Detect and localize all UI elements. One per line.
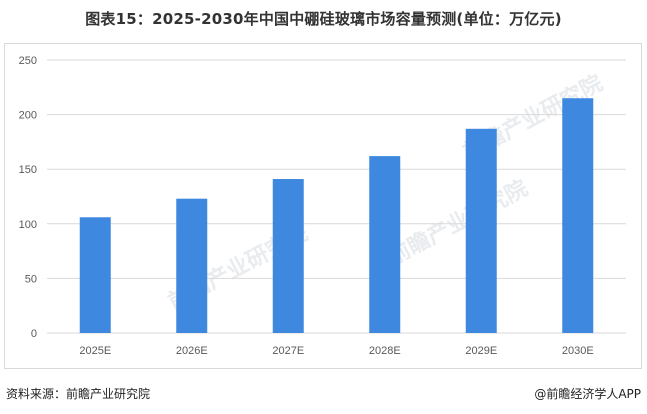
y-tick-label: 200 — [19, 110, 37, 122]
x-tick-label: 2026E — [176, 345, 208, 357]
x-tick-label: 2027E — [272, 345, 304, 357]
y-tick-label: 250 — [19, 55, 37, 67]
x-tick-label: 2028E — [369, 345, 401, 357]
bars — [80, 98, 594, 333]
y-tick-labels: 0 50 100 150 200 250 — [19, 55, 37, 340]
y-tick-label: 150 — [19, 164, 37, 176]
bar-2030E — [562, 98, 593, 333]
bar-2025E — [80, 217, 111, 333]
source-note: 资料来源：前瞻产业研究院 — [6, 385, 150, 402]
bar-2027E — [273, 179, 304, 333]
x-tick-label: 2030E — [562, 345, 594, 357]
brand-text: @前瞻经济学人APP — [534, 385, 641, 402]
y-tick-label: 0 — [31, 328, 37, 340]
bar-2028E — [369, 156, 400, 333]
y-tick-label: 50 — [25, 273, 37, 285]
x-tick-label: 2029E — [465, 345, 497, 357]
bar-2029E — [466, 129, 497, 333]
x-tick-label: 2025E — [79, 345, 111, 357]
brand-note: @前瞻经济学人APP — [534, 385, 641, 402]
x-tick-labels: 2025E 2026E 2027E 2028E 2029E 2030E — [79, 345, 593, 357]
bar-2026E — [176, 199, 207, 333]
y-tick-label: 100 — [19, 219, 37, 231]
grid-lines — [47, 60, 626, 333]
